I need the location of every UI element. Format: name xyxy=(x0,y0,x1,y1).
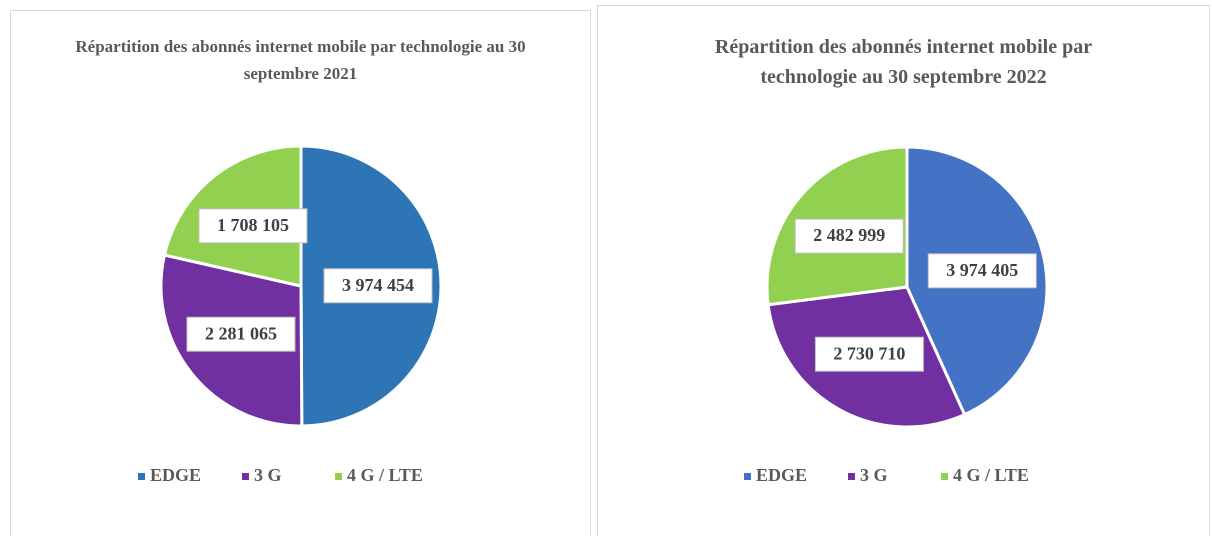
data-label-box xyxy=(198,208,308,244)
data-label-box xyxy=(323,268,433,304)
legend-label: EDGE xyxy=(756,465,807,485)
legend-label: EDGE xyxy=(150,465,201,485)
data-label-box xyxy=(814,336,924,372)
chart-panel: Répartition des abonnés internet mobile … xyxy=(10,10,591,536)
chart: 3 974 405 2 730 710 2 482 999 EDGE 3 G 4 G / … xyxy=(744,145,1049,485)
chart-title: Répartition des abonnés internet mobile … xyxy=(714,36,1093,88)
legend-swatch xyxy=(335,473,342,480)
legend-swatch xyxy=(744,473,751,480)
data-label: 1 708 105 xyxy=(217,215,289,235)
data-label: 2 281 065 xyxy=(205,323,277,343)
chart-panel: Répartition des abonnés internet mobile … xyxy=(597,5,1210,536)
legend-label: 4 G / LTE xyxy=(953,465,1029,485)
data-label: 3 974 405 xyxy=(946,260,1018,280)
chart-title: Répartition des abonnés internet mobile … xyxy=(75,37,526,83)
data-label-box xyxy=(186,316,296,352)
chart: 3 974 454 2 281 065 1 708 105 EDGE 3 G 4 G / … xyxy=(138,144,443,485)
data-label: 2 730 710 xyxy=(833,343,905,363)
legend-label: 4 G / LTE xyxy=(347,465,423,485)
legend-label: 3 G xyxy=(254,465,282,485)
legend-swatch xyxy=(848,473,855,480)
data-label-box xyxy=(927,253,1037,289)
legend-swatch xyxy=(242,473,249,480)
data-label: 3 974 454 xyxy=(342,275,414,295)
data-label: 2 482 999 xyxy=(813,225,885,245)
data-label-box xyxy=(794,218,904,254)
legend-swatch xyxy=(138,473,145,480)
legend-label: 3 G xyxy=(860,465,888,485)
legend-swatch xyxy=(941,473,948,480)
